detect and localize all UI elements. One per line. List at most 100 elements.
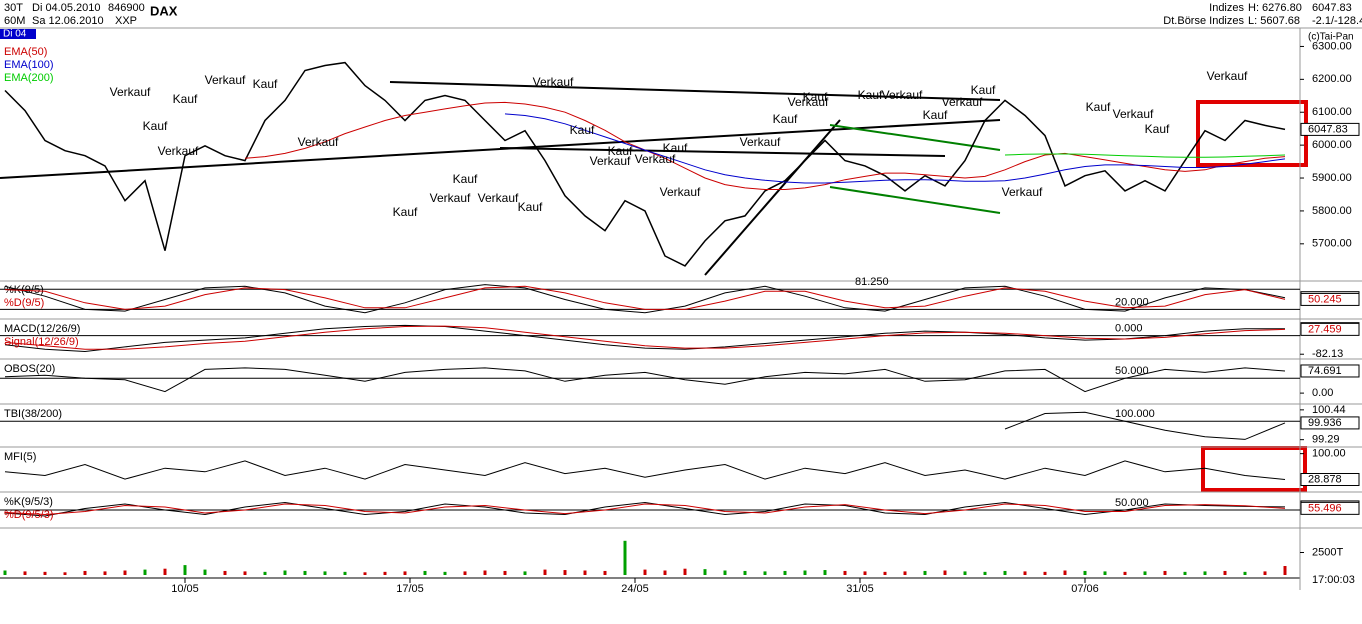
signal-annotation: Verkauf [635, 152, 676, 166]
volume-bar [1203, 571, 1207, 575]
y-tick-label: 2500T [1312, 546, 1343, 558]
signal-annotation: Verkauf [478, 191, 519, 205]
volume-bar [603, 570, 607, 575]
x-tick-label: 10/05 [171, 583, 199, 595]
x-tick-label: 07/06 [1071, 583, 1099, 595]
series-line [4, 284, 1286, 314]
low: L: 5607.68 [1248, 15, 1300, 27]
series-line [4, 325, 1286, 350]
y-tick-label: 99.29 [1312, 434, 1340, 446]
volume-bar [263, 571, 267, 575]
date-to: Sa 12.06.2010 [32, 15, 104, 27]
value-badge-label: 99.936 [1308, 417, 1342, 429]
volume-bar [1063, 570, 1067, 575]
series-line [4, 503, 1286, 516]
legend-entry: EMA(100) [4, 59, 54, 71]
volume-bar [663, 570, 667, 575]
volume-bar [723, 570, 727, 575]
signal-annotation: Kauf [923, 108, 948, 122]
series-line [4, 324, 1286, 353]
trend-line [389, 81, 1001, 101]
signal-annotation: Kauf [173, 92, 198, 106]
value-badge [1300, 472, 1360, 486]
interval: 60M [4, 15, 25, 27]
signal-annotation: Kauf [143, 119, 168, 133]
y-tick-label: 5700.00 [1312, 238, 1352, 250]
legend-entry: %D(9/5/3) [4, 509, 54, 521]
signal-annotation: Verkauf [788, 95, 829, 109]
volume-bar [1243, 571, 1247, 575]
trend-lines [0, 81, 1001, 276]
signal-annotation: Verkauf [660, 185, 701, 199]
y-tick-label: 0.00 [1312, 387, 1333, 399]
volume-bar [903, 571, 907, 575]
level-label: 81.250 [855, 276, 889, 288]
volume-bar [783, 570, 787, 575]
legend-entry: EMA(50) [4, 46, 47, 58]
legend-entry: MACD(12/26/9) [4, 323, 80, 335]
volume-bar [3, 570, 7, 575]
symbol: DAX [150, 3, 178, 18]
x-tick-label: 17/05 [396, 583, 424, 595]
volume-bar [463, 571, 467, 575]
volume-bar [1283, 566, 1287, 575]
series-line [4, 367, 1286, 393]
volume-bar [403, 571, 407, 575]
volume-bar [1163, 570, 1167, 575]
volume-bar [23, 571, 27, 575]
volume-bar [963, 571, 967, 575]
signal-annotation: Kauf [1145, 122, 1170, 136]
exchange: XXP [115, 15, 137, 27]
signal-annotation: Verkauf [158, 144, 199, 158]
volume-bar [523, 571, 527, 575]
value-badge [1300, 364, 1360, 378]
volume-bar [923, 570, 927, 575]
volume-bar [163, 568, 167, 575]
series-line [4, 285, 1286, 310]
signal-annotation: Kauf [393, 205, 418, 219]
signal-annotation: Kauf [453, 172, 478, 186]
volume-bar [123, 570, 127, 575]
level-label: 50.000 [1115, 365, 1149, 377]
signal-annotation: Verkauf [533, 75, 574, 89]
trend-line [704, 119, 841, 276]
y-tick-label: 100.00 [1312, 448, 1346, 460]
market: Dt.Börse Indizes [1163, 15, 1244, 27]
value-badge-label: 50.245 [1308, 293, 1342, 305]
y-tick-label: -82.13 [1312, 348, 1343, 360]
volume-bar [243, 571, 247, 575]
y-tick-label: 6000.00 [1312, 139, 1352, 151]
cursor-date: Di 04 [3, 29, 27, 40]
volume-bar [223, 570, 227, 575]
date-from: Di 04.05.2010 [32, 2, 101, 14]
volume-bar [823, 570, 827, 575]
signal-annotation: Verkauf [1207, 69, 1248, 83]
series-line [504, 113, 1286, 184]
legend-entry: %D(9/5) [4, 297, 44, 309]
signal-annotation: Kauf [803, 90, 828, 104]
volume-bar [83, 570, 87, 575]
signal-annotation: Kauf [971, 83, 996, 97]
volume-bar [543, 569, 547, 575]
volume-bar [1043, 571, 1047, 575]
volume-bar [1183, 571, 1187, 575]
volume-bar [383, 571, 387, 575]
group: Indizes [1209, 2, 1244, 14]
cursor-box [0, 29, 36, 39]
volume-bar [63, 572, 67, 575]
volume-bar [103, 571, 107, 575]
value-badge-label: 55.496 [1308, 502, 1342, 514]
y-tick-label: 100.44 [1312, 404, 1346, 416]
volume-bar [483, 570, 487, 575]
signal-annotation: Verkauf [1113, 107, 1154, 121]
legend-entry: OBOS(20) [4, 363, 55, 375]
legend-entry: TBI(38/200) [4, 408, 62, 420]
volume-bar [563, 570, 567, 575]
volume-bar [343, 571, 347, 575]
series-line [1004, 411, 1286, 440]
volume-bar [863, 571, 867, 575]
signal-annotation: Kauf [253, 77, 278, 91]
change: -2.1/-128.4 [1312, 15, 1362, 27]
volume-bar [623, 540, 627, 575]
signal-annotation: Kauf [1086, 100, 1111, 114]
